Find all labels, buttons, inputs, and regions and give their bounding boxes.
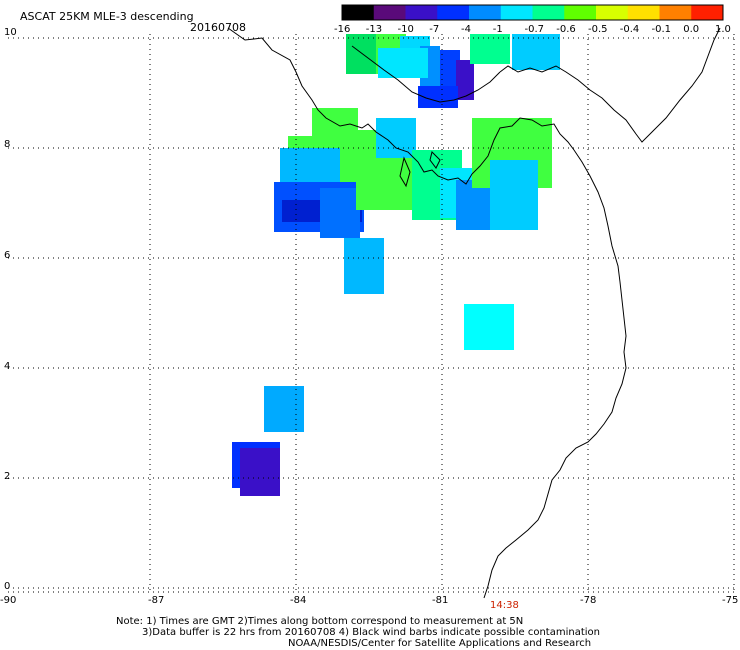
- colorbar-segment: [659, 5, 692, 20]
- colorbar-segment: [627, 5, 660, 20]
- coastline-north: [351, 45, 501, 103]
- colorbar-segment: [500, 5, 533, 20]
- chart-date: 20160708: [190, 21, 246, 34]
- x-tick-label: -75: [722, 595, 739, 606]
- colorbar-segment: [564, 5, 597, 20]
- colorbar-tick-label: -0.1: [651, 24, 672, 35]
- colorbar-frame: [341, 4, 724, 21]
- swath-cell: [264, 386, 304, 432]
- chart-title: ASCAT 25KM MLE-3 descending: [20, 10, 194, 23]
- lat-lon-grid: [8, 34, 736, 593]
- colorbar-tick-label: -0.5: [588, 24, 608, 35]
- colorbar-tick-label: 1.0: [715, 24, 731, 35]
- island-coast: [399, 151, 441, 188]
- y-tick-label: 6: [4, 250, 11, 261]
- colorbar-tick-label: -0.4: [619, 24, 640, 35]
- colorbar-segment: [691, 5, 724, 20]
- x-tick-label: -84: [290, 595, 307, 606]
- colorbar-segment: [373, 5, 406, 20]
- colorbar-tick-label: -0.6: [556, 24, 576, 35]
- x-tick-label: -78: [580, 595, 597, 606]
- x-tick-label: -81: [432, 595, 449, 606]
- colorbar-segment: [532, 5, 565, 20]
- colorbar-tick-label: -4: [461, 24, 471, 35]
- swath-cell: [470, 34, 510, 64]
- colorbar-segment: [342, 5, 375, 20]
- swath-cell: [240, 448, 280, 496]
- coastline-caribbean: [499, 27, 721, 143]
- swath-cell: [378, 48, 428, 78]
- colorbar-tick-label: -13: [365, 24, 383, 35]
- swath-cell: [344, 238, 384, 294]
- note-line-1: Note: 1) Times are GMT 2)Times along bot…: [116, 616, 524, 627]
- swath-cell: [512, 34, 560, 70]
- swath-cell: [312, 108, 358, 148]
- time-label: 14:38: [490, 600, 519, 611]
- x-tick-label: -87: [148, 595, 165, 606]
- colorbar-segment: [596, 5, 629, 20]
- swath-cell: [320, 188, 360, 238]
- y-tick-label: 8: [4, 139, 11, 150]
- swath-cell: [456, 180, 496, 230]
- colorbar-tick-label: -1: [492, 24, 503, 35]
- colorbar-tick-label: 0.0: [683, 24, 700, 35]
- swath-cell: [464, 304, 514, 350]
- swath-cell: [418, 86, 458, 108]
- colorbar-segment: [469, 5, 502, 20]
- colorbar-tick-label: -10: [397, 24, 414, 35]
- swath-cell: [376, 118, 416, 158]
- note-line-2: 3)Data buffer is 22 hrs from 20160708 4)…: [142, 627, 600, 638]
- data-swath: [232, 34, 560, 496]
- y-tick-label: 2: [4, 471, 11, 482]
- y-tick-label: 0: [4, 581, 11, 592]
- swath-cell: [490, 160, 538, 230]
- colorbar: [341, 4, 724, 21]
- colorbar-segment: [437, 5, 470, 20]
- swath-cell: [440, 50, 460, 90]
- colorbar-tick-label: -16: [334, 24, 351, 35]
- y-tick-label: 4: [4, 361, 11, 372]
- colorbar-tick-label: -0.7: [524, 24, 545, 35]
- coastline: [227, 27, 627, 599]
- y-tick-label: 10: [4, 27, 17, 38]
- swath-cell: [456, 60, 474, 100]
- note-line-3: NOAA/NESDIS/Center for Satellite Applica…: [288, 638, 592, 649]
- colorbar-segment: [405, 5, 438, 20]
- swath-cell: [346, 34, 376, 74]
- colorbar-tick-label: -7: [429, 24, 440, 35]
- x-tick-label: -90: [0, 595, 17, 606]
